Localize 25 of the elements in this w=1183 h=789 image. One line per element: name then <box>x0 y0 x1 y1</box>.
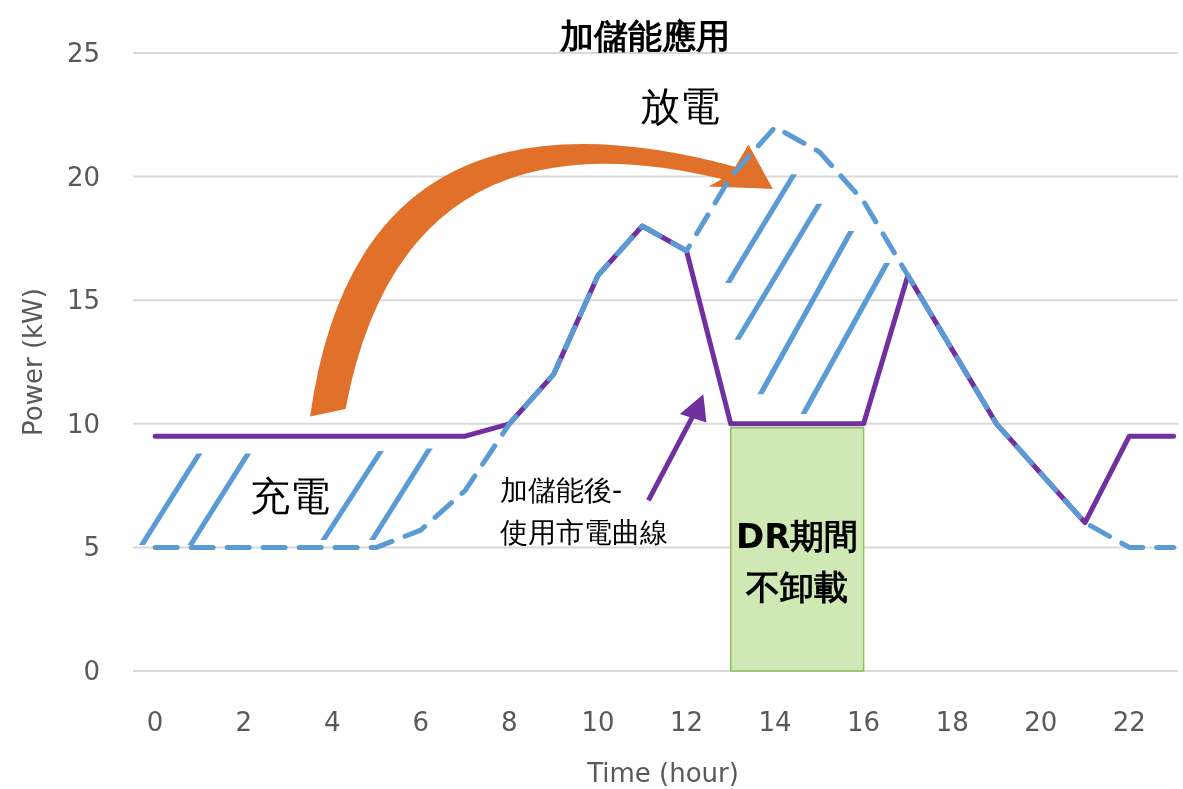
x-tick-label: 2 <box>235 707 252 737</box>
x-tick-label: 14 <box>758 707 792 737</box>
band-label: DR期間不卸載 <box>735 516 859 607</box>
x-axis-title: Time (hour) <box>586 758 739 788</box>
x-tick-label: 20 <box>1024 707 1058 737</box>
x-tick-label: 22 <box>1112 707 1146 737</box>
annotation: 加儲能後- 使用市電曲線 <box>500 474 668 549</box>
x-tick-label: 10 <box>581 707 615 737</box>
y-tick-label: 10 <box>66 408 100 439</box>
y-tick-label: 15 <box>66 285 100 316</box>
annotation: 放電 <box>640 83 720 129</box>
x-tick-label: 18 <box>935 707 969 737</box>
y-tick-label: 0 <box>83 656 100 686</box>
y-tick-label: 5 <box>83 532 100 563</box>
x-tick-label: 8 <box>501 707 518 737</box>
annotation: 充電 <box>250 473 330 519</box>
chart-title: 加儲能應用 <box>559 16 730 56</box>
x-tick-label: 12 <box>669 707 704 737</box>
x-tick-label: 4 <box>323 707 341 737</box>
y-axis-title: Power (kW) <box>18 288 48 436</box>
x-tick-label: 0 <box>146 707 164 737</box>
y-tick-label: 20 <box>66 161 100 192</box>
y-tick-label: 25 <box>66 38 100 68</box>
x-tick-label: 6 <box>412 707 430 737</box>
x-tick-label: 16 <box>847 707 881 737</box>
